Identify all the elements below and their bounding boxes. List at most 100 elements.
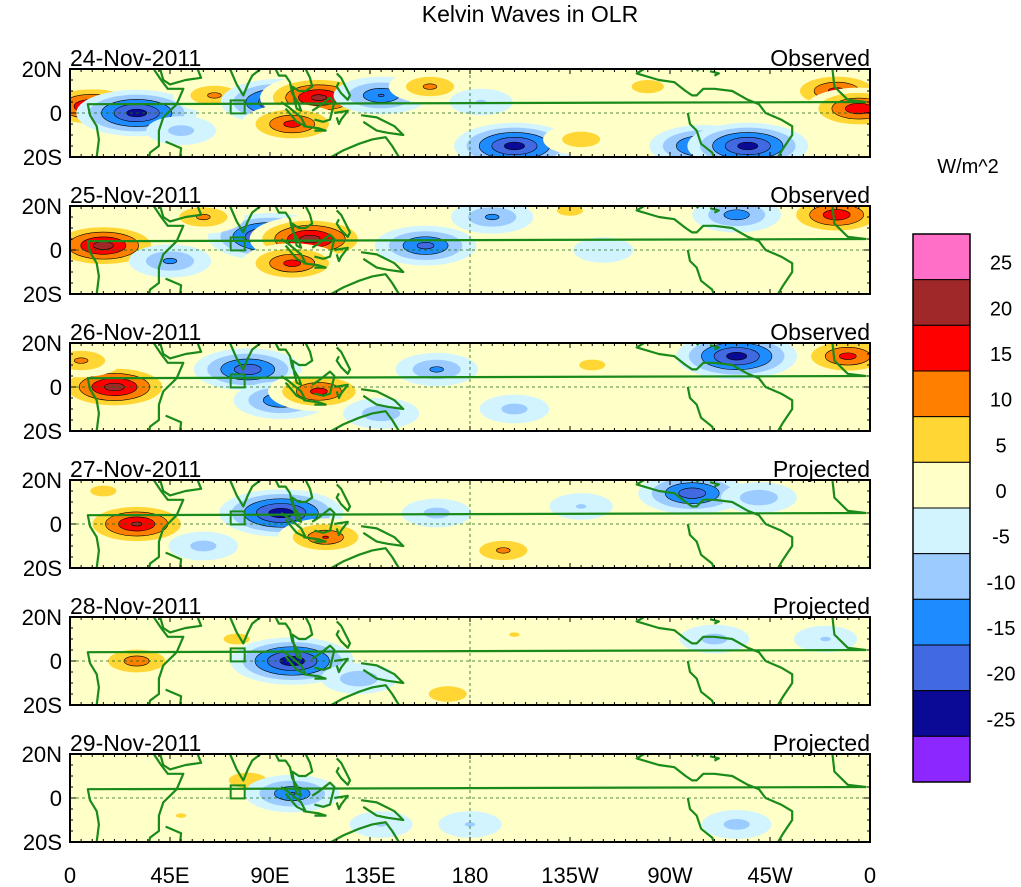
- olr-contour-field: [149, 763, 772, 839]
- panel-status: Observed: [770, 319, 870, 345]
- colorbar-swatch: [912, 690, 971, 737]
- panel-status: Observed: [770, 45, 870, 71]
- colorbar-level-label: -15: [987, 618, 1016, 640]
- olr-anomaly-blob: [608, 522, 666, 548]
- olr-anomaly-blob: [804, 87, 870, 130]
- reference-box: [229, 373, 246, 389]
- reference-box: [229, 510, 246, 526]
- olr-anomaly-blob: [388, 70, 472, 104]
- lat-tick-label: 20S: [23, 145, 62, 170]
- map-panel: 20N 0 20S 29-Nov-2011 Projected: [22, 730, 871, 855]
- lat-tick-label: 20N: [22, 468, 62, 493]
- map-panel: 20N 0 20S 26-Nov-2011 Observed: [22, 319, 871, 444]
- lon-tick-label: 135E: [344, 863, 395, 887]
- lat-tick-label: 20N: [22, 742, 62, 767]
- olr-anomaly-blob: [343, 397, 420, 429]
- panel-date: 26-Nov-2011: [70, 319, 201, 345]
- lat-tick-label: 0: [50, 649, 62, 674]
- longitude-axis: 0 45E 90E 135E 180 135W 90W 45W 0: [64, 863, 876, 887]
- olr-anomaly-blob: [438, 811, 502, 838]
- olr-anomaly-blob: [168, 531, 239, 561]
- lat-tick-label: 20N: [22, 331, 62, 356]
- olr-anomaly-blob: [320, 663, 397, 695]
- olr-anomaly-blob: [793, 625, 858, 653]
- olr-anomaly-blob: [543, 123, 620, 155]
- tick-marks: [69, 753, 871, 843]
- olr-anomaly-blob: [692, 206, 782, 233]
- lat-tick-label: 20N: [22, 194, 62, 219]
- lon-tick-label: 135W: [541, 863, 599, 887]
- coastlines: [86, 206, 867, 294]
- lon-tick-label: 45W: [747, 863, 792, 887]
- reference-box: [229, 236, 246, 252]
- colorbar-swatch: [912, 370, 971, 418]
- olr-anomaly-blob: [482, 621, 547, 648]
- panel-status: Observed: [770, 182, 870, 208]
- tick-marks: [69, 616, 871, 706]
- coastlines: [86, 480, 867, 568]
- lat-tick-label: 20S: [23, 830, 62, 855]
- olr-anomaly-blob: [573, 237, 634, 263]
- olr-anomaly-blob: [687, 122, 809, 157]
- lat-tick-label: 0: [50, 786, 62, 811]
- lat-tick-label: 0: [50, 238, 62, 263]
- olr-anomaly-blob: [244, 774, 340, 813]
- colorbar-swatch: [912, 233, 971, 281]
- tick-marks: [69, 342, 871, 432]
- colorbar-level-label: -25: [987, 709, 1016, 731]
- panel-stack: 20N 0 20S 24-Nov-2011 Observed 20N 0 20S 25-Nov-…: [22, 45, 871, 855]
- olr-anomaly-blob: [451, 206, 534, 234]
- colorbar-swatch: [912, 553, 971, 600]
- olr-anomaly-blob: [128, 244, 212, 278]
- map-panel: 20N 0 20S 25-Nov-2011 Observed: [22, 182, 871, 307]
- lon-tick-label: 90E: [250, 863, 289, 887]
- lat-tick-label: 20S: [23, 282, 62, 307]
- reference-box: [229, 784, 246, 800]
- colorbar-level-label: 15: [990, 344, 1012, 366]
- colorbar-level-label: -5: [992, 527, 1010, 549]
- lat-tick-label: 20S: [23, 556, 62, 581]
- olr-anomaly-blob: [70, 344, 123, 378]
- lon-tick-label: 90W: [647, 863, 692, 887]
- colorbar-swatch: [912, 598, 971, 646]
- olr-anomaly-blob: [374, 225, 477, 266]
- olr-anomaly-blob: [701, 810, 772, 839]
- olr-anomaly-blob: [782, 206, 870, 236]
- olr-anomaly-blob: [241, 104, 344, 144]
- panel-date: 28-Nov-2011: [70, 593, 201, 619]
- olr-anomaly-blob: [720, 482, 797, 514]
- colorbar-swatch: [912, 461, 971, 509]
- map-panel: 20N 0 20S 28-Nov-2011 Projected: [22, 593, 871, 718]
- olr-anomaly-blob: [454, 122, 575, 157]
- lon-tick-label: 0: [864, 863, 876, 887]
- figure-title: Kelvin Waves in OLR: [422, 1, 638, 27]
- lon-tick-label: 180: [452, 863, 489, 887]
- colorbar-units: W/m^2: [937, 156, 999, 178]
- olr-anomaly-blob: [679, 624, 750, 654]
- olr-anomaly-blob: [479, 394, 550, 424]
- coastlines: [86, 617, 867, 705]
- coastlines: [86, 343, 867, 431]
- colorbar-level-label: -20: [987, 664, 1016, 686]
- colorbar-swatch: [912, 735, 971, 783]
- olr-contour-field: [70, 70, 870, 157]
- panel-date: 27-Nov-2011: [70, 456, 201, 482]
- lat-tick-label: 20S: [23, 419, 62, 444]
- olr-anomaly-blob: [241, 243, 344, 284]
- panel-status: Projected: [773, 593, 870, 619]
- olr-anomaly-blob: [528, 763, 589, 789]
- coastlines: [86, 69, 867, 157]
- panel-date: 24-Nov-2011: [70, 45, 201, 71]
- olr-anomaly-blob: [409, 678, 486, 705]
- colorbar-level-label: 5: [995, 435, 1006, 457]
- lon-tick-label: 45E: [150, 863, 189, 887]
- olr-anomaly-blob: [549, 493, 613, 520]
- lat-tick-label: 20S: [23, 693, 62, 718]
- olr-anomaly-blob: [557, 350, 628, 380]
- colorbar-level-label: 10: [990, 390, 1012, 412]
- colorbar-level-label: 20: [990, 298, 1012, 320]
- tick-marks: [69, 479, 871, 569]
- reference-box: [229, 99, 246, 115]
- reference-box: [229, 647, 246, 663]
